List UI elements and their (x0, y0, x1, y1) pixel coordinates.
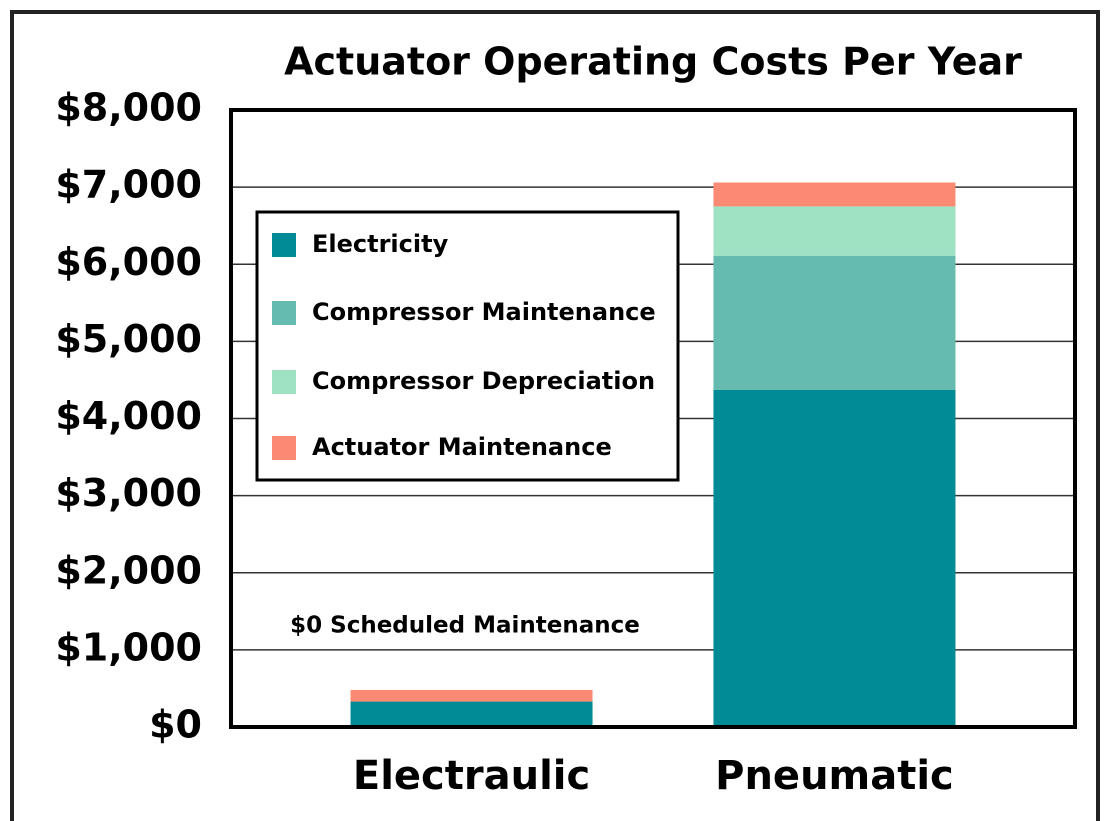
legend-label: Actuator Maintenance (312, 433, 612, 461)
legend-swatch (272, 370, 296, 394)
bar-segment (350, 701, 593, 727)
y-tick-label: $8,000 (55, 86, 202, 130)
legend-label: Compressor Maintenance (312, 298, 656, 326)
y-tick-label: $4,000 (55, 394, 202, 438)
x-tick-label: Pneumatic (715, 753, 954, 799)
bar-segment (713, 389, 956, 727)
annotation: $0 Scheduled Maintenance (290, 613, 640, 639)
y-tick-label: $5,000 (55, 317, 202, 361)
legend-label: Electricity (312, 230, 449, 258)
legend-swatch (272, 436, 296, 460)
legend-swatch (272, 301, 296, 325)
bar-segment (713, 255, 956, 390)
x-tick-label: Electraulic (353, 753, 590, 799)
y-tick-label: $0 (149, 703, 202, 747)
bar-segment (350, 689, 593, 702)
chart-title: Actuator Operating Costs Per Year (284, 40, 1022, 84)
plot-frame (229, 108, 1077, 729)
frame (10, 10, 1100, 821)
y-tick-label: $2,000 (55, 548, 202, 592)
bar-segment (713, 182, 956, 207)
legend-label: Compressor Depreciation (312, 367, 655, 395)
legend-box (255, 210, 680, 482)
y-tick-label: $3,000 (55, 471, 202, 515)
legend-swatch (272, 233, 296, 257)
y-tick-label: $1,000 (55, 625, 202, 669)
y-tick-label: $6,000 (55, 240, 202, 284)
bar-segment (713, 206, 956, 256)
y-tick-label: $7,000 (55, 163, 202, 207)
